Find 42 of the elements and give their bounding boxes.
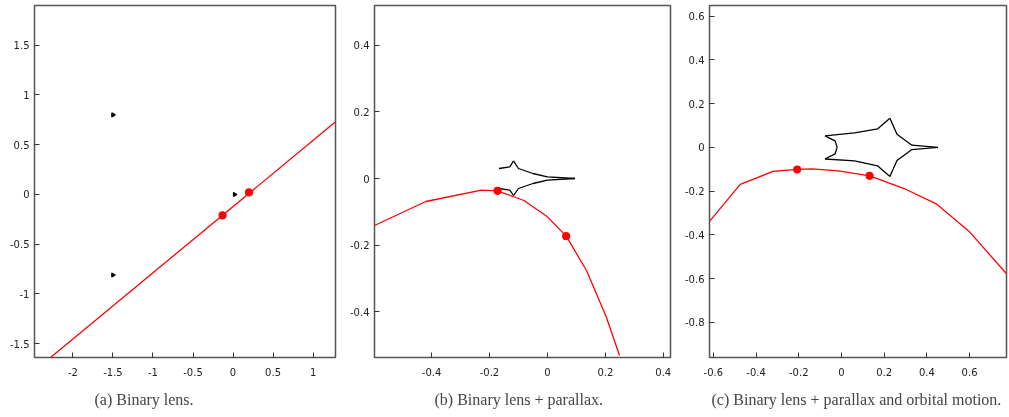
x-tick-label: -0.4 [746, 366, 766, 378]
y-tick-label: 1.5 [13, 40, 30, 52]
y-tick-label: -0.2 [349, 240, 370, 252]
y-tick-label: 0.4 [353, 40, 370, 52]
x-tick-label: 0 [838, 366, 845, 378]
y-tick-label: 0.2 [353, 106, 370, 118]
y-tick-label: 0.4 [688, 54, 705, 66]
x-tick-label: 0.4 [918, 366, 935, 378]
x-tick-label: 0.2 [876, 366, 893, 378]
y-tick-label: 0 [363, 173, 370, 185]
text: (b) Binary lens + parallax. [434, 390, 604, 409]
x-tick-label: -1.5 [103, 366, 123, 378]
x-tick-label: -2 [67, 366, 78, 378]
y-tick-label: 0 [23, 189, 30, 201]
y-tick-label: -0.4 [349, 306, 370, 318]
y-tick-label: 0.2 [688, 98, 705, 110]
x-tick-label: -0.6 [703, 366, 724, 378]
x-tick-label: -0.2 [788, 366, 809, 378]
x-tick-label: 1 [309, 366, 317, 378]
text: (c) Binary lens + parallax and orbital motion. [711, 390, 1002, 409]
x-tick-label: -0.5 [183, 366, 203, 378]
x-tick-label: 0.6 [961, 366, 978, 378]
y-tick-label: 0.5 [13, 139, 30, 151]
x-tick-label: 0.2 [597, 366, 614, 378]
y-tick-label: -0.2 [684, 186, 705, 198]
x-tick-label: 0.5 [265, 366, 282, 378]
y-tick-label: 0.6 [688, 11, 705, 23]
x-tick-label: -0.4 [421, 366, 442, 378]
y-tick-label: 0 [698, 142, 705, 154]
x-tick-label: -0.2 [479, 366, 500, 378]
x-tick-label: 0 [229, 366, 237, 378]
y-tick-label: -0.4 [684, 229, 705, 241]
y-tick-label: -1 [19, 288, 30, 300]
y-tick-label: -0.6 [684, 273, 705, 285]
x-tick-label: 0 [544, 366, 551, 378]
y-tick-label: 1 [23, 89, 30, 101]
y-tick-label: -0.5 [9, 239, 30, 251]
y-tick-label: -1.5 [9, 338, 30, 350]
text: (a) Binary lens. [94, 390, 194, 409]
x-tick-label: -1 [147, 366, 158, 378]
x-tick-label: 0.4 [655, 366, 672, 378]
y-tick-label: -0.8 [684, 317, 705, 329]
